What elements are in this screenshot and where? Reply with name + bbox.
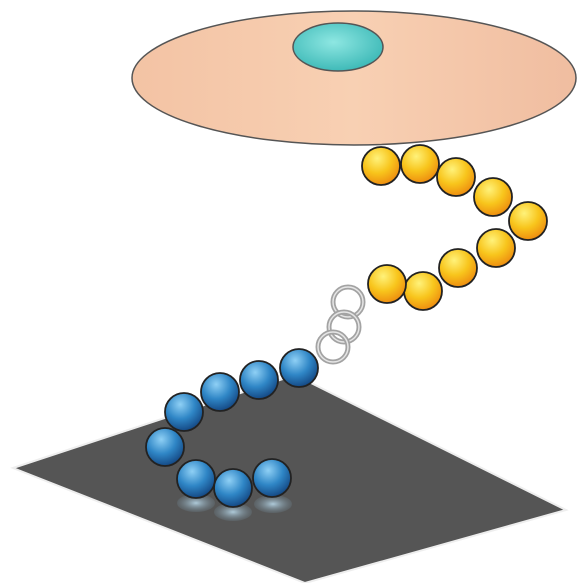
yellow-bead bbox=[403, 271, 443, 311]
blue-bead-chain bbox=[145, 348, 319, 508]
reflection bbox=[254, 495, 292, 513]
yellow-bead bbox=[436, 157, 476, 197]
linker-ring-highlight bbox=[328, 311, 360, 343]
blue-bead bbox=[279, 348, 319, 388]
yellow-bead bbox=[367, 264, 407, 304]
yellow-bead bbox=[476, 228, 516, 268]
yellow-bead bbox=[508, 201, 548, 241]
yellow-bead bbox=[400, 144, 440, 184]
bead-reflections bbox=[177, 494, 292, 521]
yellow-bead bbox=[438, 248, 478, 288]
yellow-bead bbox=[473, 177, 513, 217]
yellow-bead-chain bbox=[361, 144, 548, 311]
linker-ring-chain bbox=[315, 284, 366, 365]
blue-bead bbox=[200, 372, 240, 412]
linker-ring-highlight bbox=[332, 286, 364, 318]
nucleus-ellipse bbox=[292, 22, 384, 72]
linker-ring-highlight bbox=[317, 331, 349, 363]
blue-bead bbox=[213, 468, 253, 508]
blue-bead bbox=[239, 360, 279, 400]
blue-bead bbox=[145, 427, 185, 467]
blue-bead bbox=[252, 458, 292, 498]
blue-bead bbox=[164, 392, 204, 432]
reflection bbox=[177, 494, 215, 512]
cell-ellipse bbox=[131, 10, 577, 146]
reflection bbox=[214, 503, 252, 521]
blue-bead bbox=[176, 459, 216, 499]
yellow-bead bbox=[361, 146, 401, 186]
